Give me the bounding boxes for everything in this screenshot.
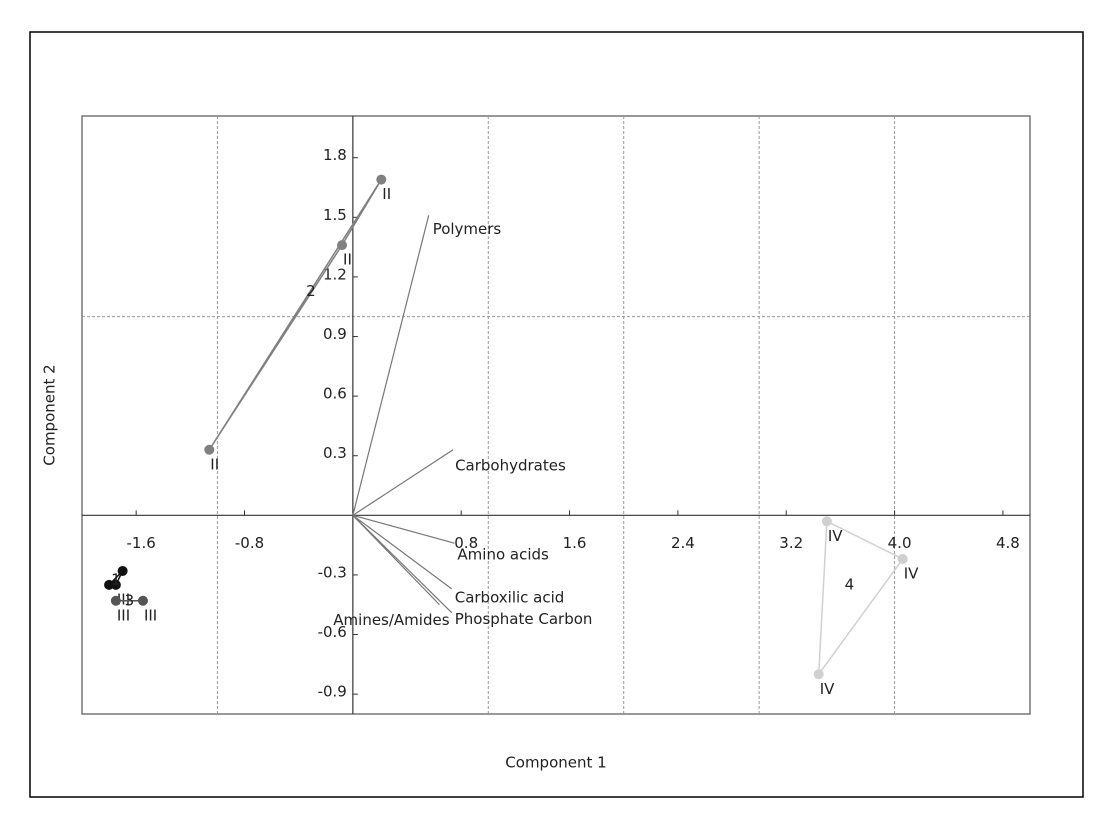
- loading-vector: [352, 514, 455, 544]
- loading-vector: [352, 449, 454, 516]
- loading-vector: [352, 514, 440, 606]
- y-tick-label: 1.2: [323, 265, 347, 283]
- vector-label: Amines/Amides: [333, 611, 449, 629]
- vector-label: Carboxilic acid: [455, 588, 565, 606]
- plot-frame: [81, 115, 1031, 715]
- y-tick-label: 0.3: [323, 444, 347, 462]
- x-tick-label: -0.8: [235, 534, 264, 552]
- point-label: II: [210, 455, 219, 473]
- point-label: III: [144, 606, 157, 624]
- score-point: [897, 554, 908, 565]
- vector-label: Amino acids: [457, 546, 549, 564]
- x-tick-label: 4.0: [888, 534, 912, 552]
- point-label: II: [343, 251, 352, 269]
- x-axis-label: Component 1: [505, 754, 606, 772]
- score-point: [376, 174, 387, 185]
- y-tick-label: 0.6: [323, 385, 347, 403]
- x-tick-label: 2.4: [671, 534, 695, 552]
- vector-label: Phosphate Carbon: [455, 610, 593, 628]
- x-tick-label: 4.8: [996, 534, 1020, 552]
- x-tick-label: 0.8: [454, 534, 478, 552]
- vector-label: Polymers: [433, 220, 502, 238]
- point-label: III: [117, 590, 130, 608]
- group-label: 3: [125, 591, 135, 609]
- group-label: 4: [845, 575, 855, 593]
- score-point: [117, 565, 128, 576]
- score-point: [821, 516, 832, 527]
- y-axis-label: Component 2: [41, 364, 59, 465]
- y-tick-label: 1.5: [323, 206, 347, 224]
- point-label: III: [117, 606, 130, 624]
- score-point: [110, 595, 121, 606]
- point-label: IV: [828, 527, 843, 545]
- y-tick-label: -0.9: [318, 683, 347, 701]
- y-tick-label: -0.6: [318, 623, 347, 641]
- y-tick-label: 1.8: [323, 146, 347, 164]
- group-hull: [208, 179, 382, 451]
- score-point: [137, 595, 148, 606]
- score-point: [110, 579, 121, 590]
- point-label: IV: [904, 565, 919, 583]
- y-tick-label: -0.3: [318, 563, 347, 581]
- score-point: [204, 444, 215, 455]
- loading-vector: [352, 215, 430, 516]
- loading-vector: [352, 514, 453, 590]
- x-tick-label: 1.6: [563, 534, 587, 552]
- group-hull: [817, 520, 904, 677]
- x-tick-label: 3.2: [779, 534, 803, 552]
- x-tick-label: -1.6: [127, 534, 156, 552]
- point-label: II: [382, 185, 391, 203]
- group-label: 2: [306, 282, 316, 300]
- score-point: [813, 669, 824, 680]
- score-point: [337, 240, 348, 251]
- vector-label: Carbohydrates: [455, 456, 566, 474]
- outer-frame: [29, 31, 1084, 798]
- point-label: IV: [820, 680, 835, 698]
- group-label: 1: [111, 571, 121, 589]
- y-tick-label: 0.9: [323, 325, 347, 343]
